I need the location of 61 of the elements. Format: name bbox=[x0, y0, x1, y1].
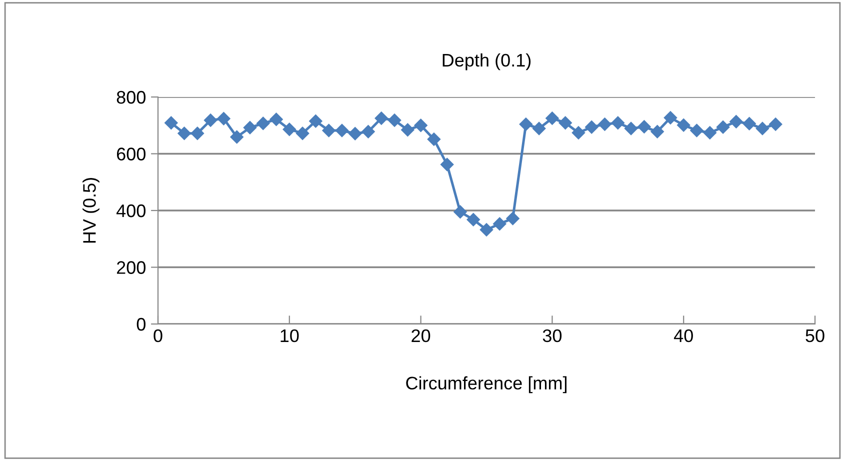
point bbox=[401, 123, 414, 137]
chart-title: Depth (0.1) bbox=[442, 53, 531, 70]
x-tick-label: 10 bbox=[280, 329, 299, 342]
x-tick-label: 40 bbox=[674, 329, 693, 342]
x-tick-label: 20 bbox=[412, 329, 430, 342]
x-tick-label: 50 bbox=[806, 329, 824, 342]
point bbox=[309, 114, 322, 128]
y-tick-label: 800 bbox=[116, 90, 146, 104]
point bbox=[243, 121, 257, 134]
y-axis-title: HV (0.5) bbox=[82, 178, 100, 243]
point bbox=[598, 118, 612, 131]
point bbox=[611, 116, 624, 130]
point bbox=[270, 112, 283, 126]
point bbox=[493, 217, 506, 230]
point bbox=[454, 205, 467, 219]
point bbox=[558, 116, 572, 130]
point bbox=[716, 120, 730, 134]
point bbox=[178, 126, 191, 140]
point bbox=[690, 124, 704, 138]
x-tick-label: 30 bbox=[542, 329, 562, 342]
point bbox=[164, 116, 178, 130]
point bbox=[624, 122, 638, 136]
point bbox=[546, 112, 559, 125]
point bbox=[638, 120, 651, 134]
point bbox=[480, 223, 494, 236]
x-tick-label: 0 bbox=[154, 329, 162, 342]
point bbox=[703, 126, 716, 140]
point bbox=[217, 112, 230, 126]
point bbox=[335, 124, 349, 138]
point bbox=[532, 122, 546, 136]
point bbox=[230, 130, 244, 144]
point bbox=[362, 125, 375, 138]
point bbox=[572, 126, 586, 140]
point bbox=[374, 112, 388, 125]
point bbox=[282, 122, 296, 136]
y-tick-label: 200 bbox=[116, 261, 146, 274]
point bbox=[506, 212, 520, 226]
point bbox=[742, 117, 756, 130]
point bbox=[427, 132, 441, 146]
point bbox=[730, 115, 743, 128]
point bbox=[388, 114, 402, 127]
y-tick-label: 0 bbox=[136, 318, 146, 331]
x-axis-title: Circumference [mm] bbox=[406, 376, 566, 394]
point bbox=[204, 114, 218, 127]
y-tick-label: 400 bbox=[116, 204, 146, 218]
point bbox=[664, 111, 678, 124]
y-tick-label: 600 bbox=[116, 148, 146, 160]
point bbox=[466, 212, 480, 226]
point bbox=[348, 127, 362, 140]
point bbox=[585, 120, 598, 134]
point bbox=[190, 126, 204, 140]
point bbox=[519, 118, 533, 131]
point bbox=[256, 116, 270, 130]
point bbox=[650, 125, 664, 138]
point bbox=[296, 126, 310, 140]
point bbox=[414, 118, 428, 132]
point bbox=[768, 118, 782, 131]
point bbox=[756, 122, 770, 136]
point bbox=[677, 118, 690, 132]
point bbox=[440, 158, 454, 172]
point bbox=[322, 124, 336, 138]
